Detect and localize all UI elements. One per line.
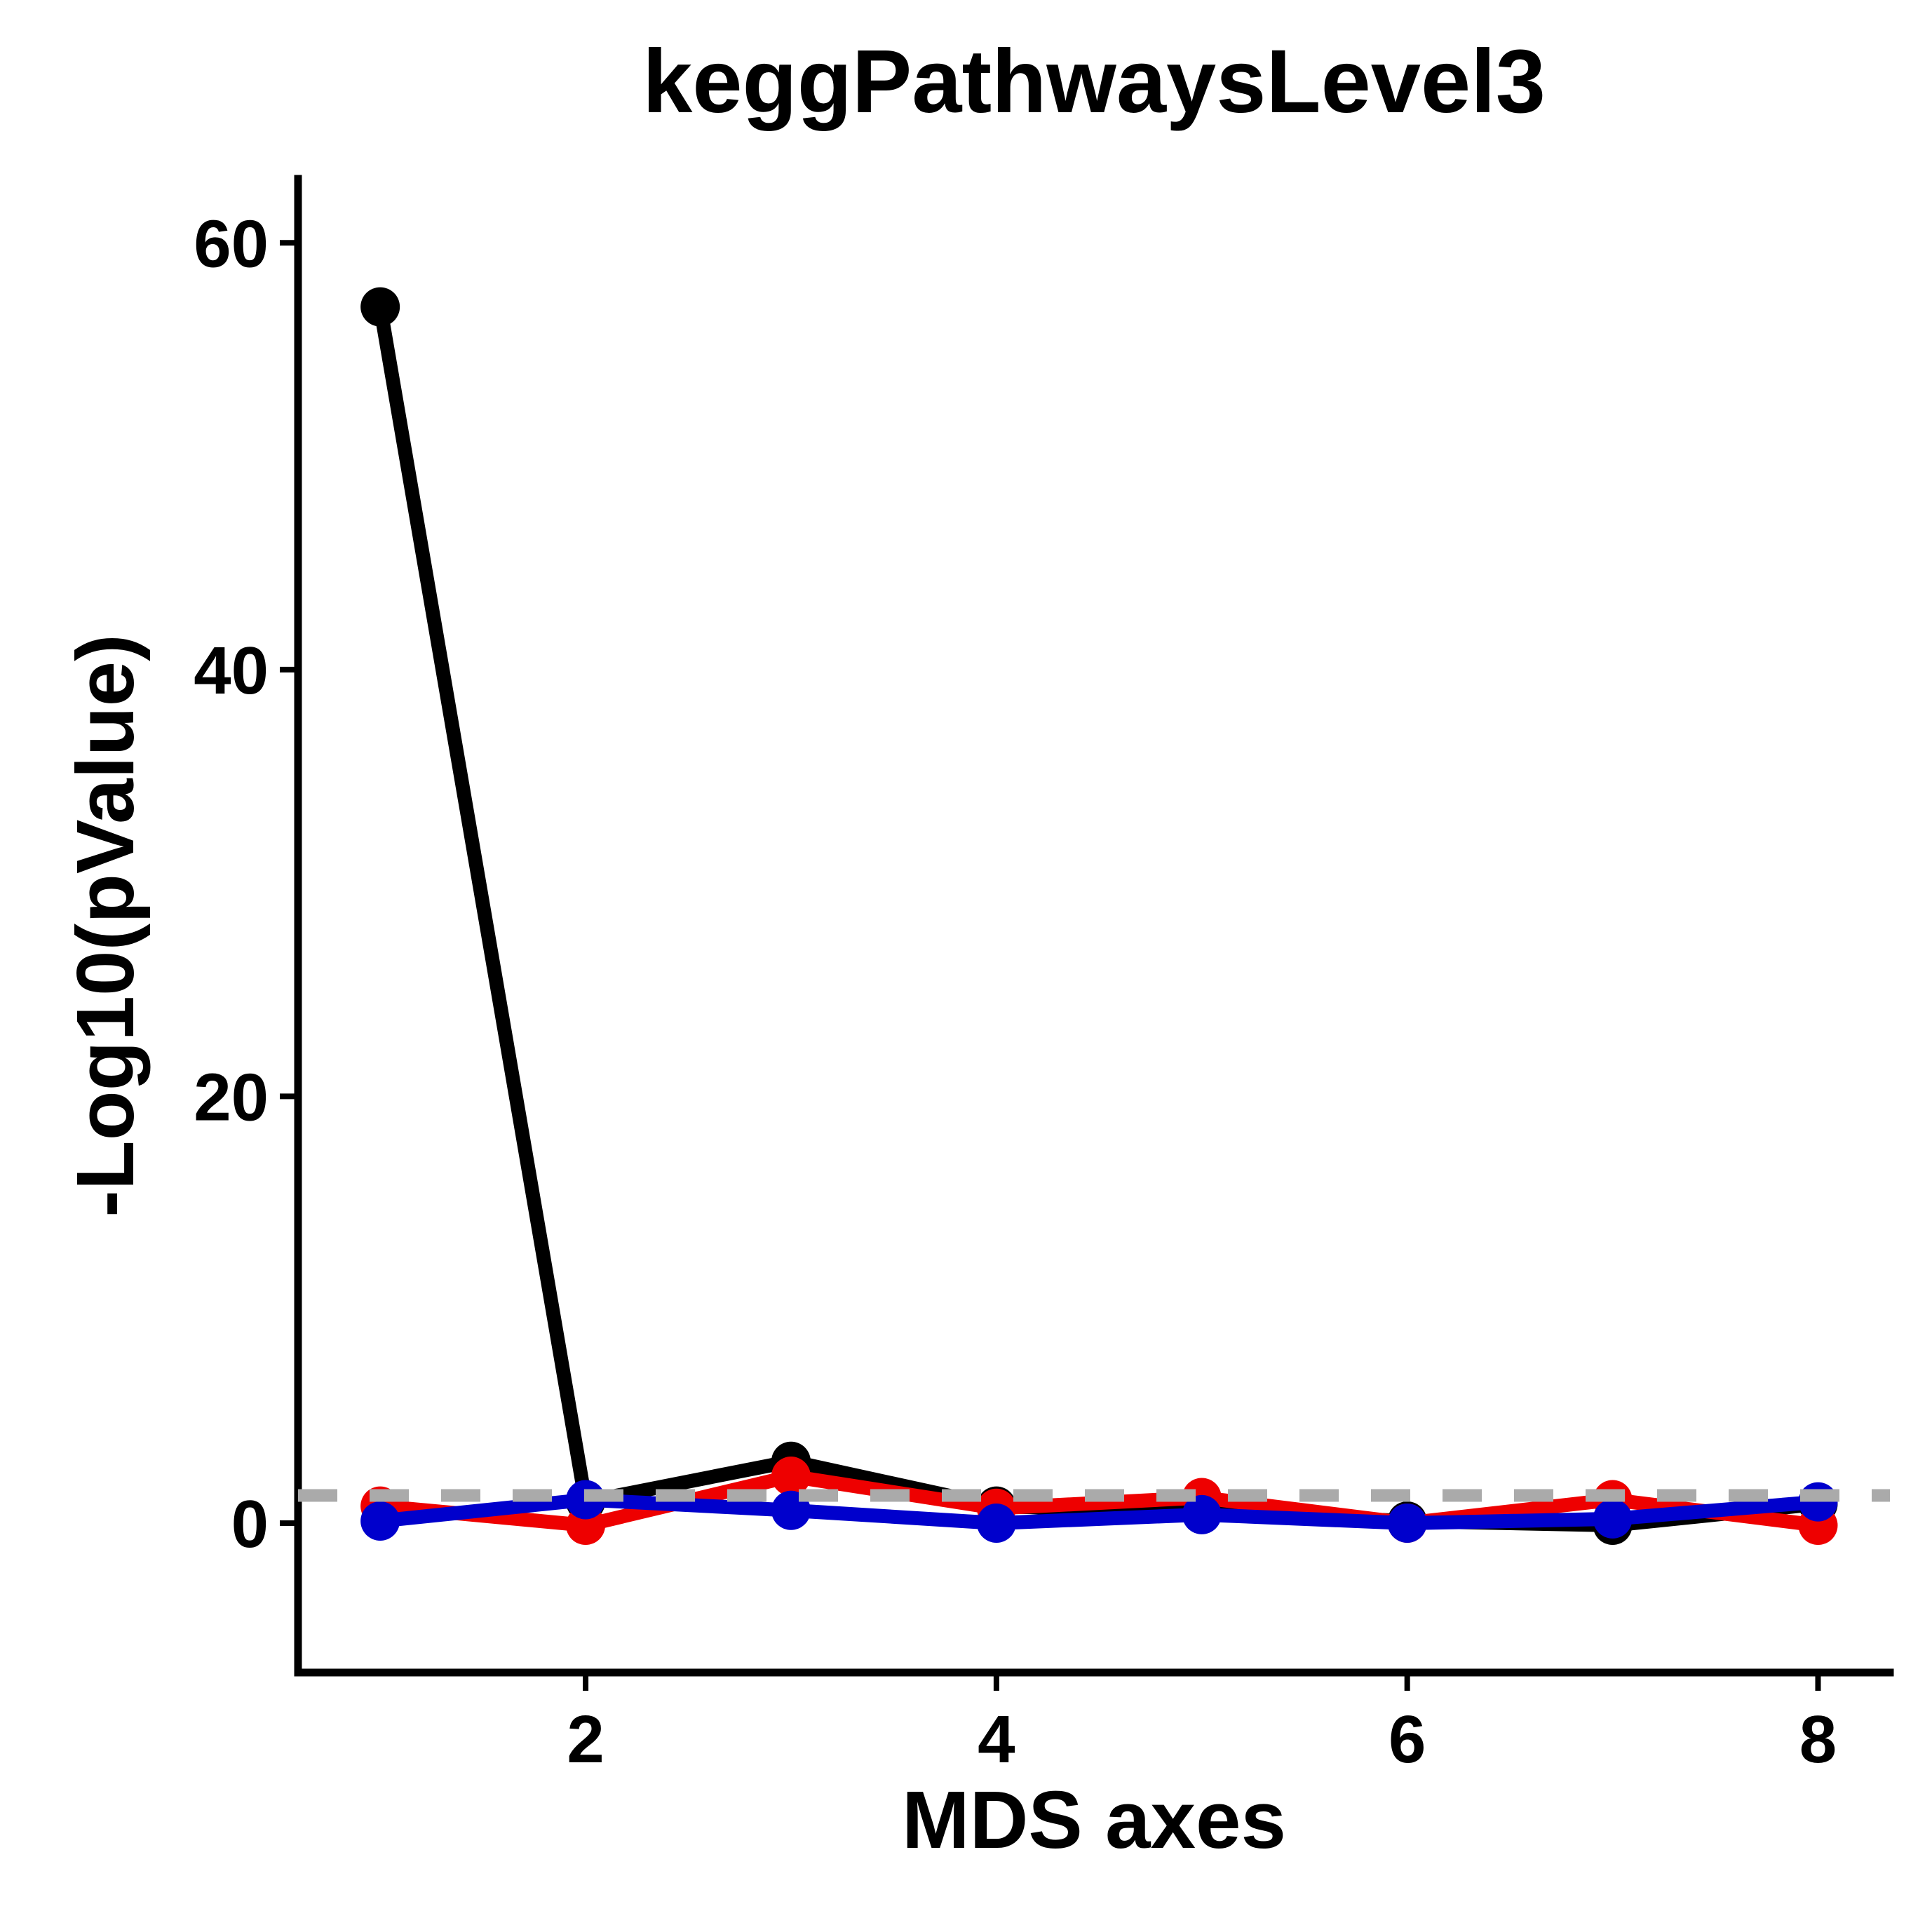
series-2-point bbox=[1798, 1482, 1838, 1522]
x-tick-label: 4 bbox=[978, 1702, 1015, 1777]
series-0-line bbox=[373, 299, 1825, 1533]
series-1-point bbox=[771, 1457, 811, 1497]
x-tick-label: 2 bbox=[567, 1702, 604, 1777]
x-axis-label: MDS axes bbox=[902, 1774, 1286, 1865]
y-tick-label: 40 bbox=[194, 633, 269, 708]
series-1-line bbox=[373, 1469, 1825, 1533]
plot-area: 0 20 40 60 2 4 6 8 bbox=[194, 175, 1894, 1777]
y-axis-label: -Log10(pValue) bbox=[60, 634, 151, 1217]
y-tick-label: 20 bbox=[194, 1060, 269, 1135]
series-2-point bbox=[1593, 1499, 1633, 1539]
y-tick-label: 0 bbox=[231, 1487, 269, 1562]
series-2-point bbox=[1182, 1494, 1222, 1534]
series-0-point bbox=[360, 287, 400, 327]
y-tick-label: 60 bbox=[194, 206, 269, 281]
series-2-point bbox=[1387, 1504, 1427, 1543]
x-tick-label: 8 bbox=[1799, 1702, 1837, 1777]
x-tick-label: 6 bbox=[1389, 1702, 1426, 1777]
series-2-point bbox=[976, 1504, 1016, 1543]
series-2-point bbox=[360, 1501, 400, 1541]
chart-title: keggPathwaysLevel3 bbox=[642, 32, 1546, 132]
